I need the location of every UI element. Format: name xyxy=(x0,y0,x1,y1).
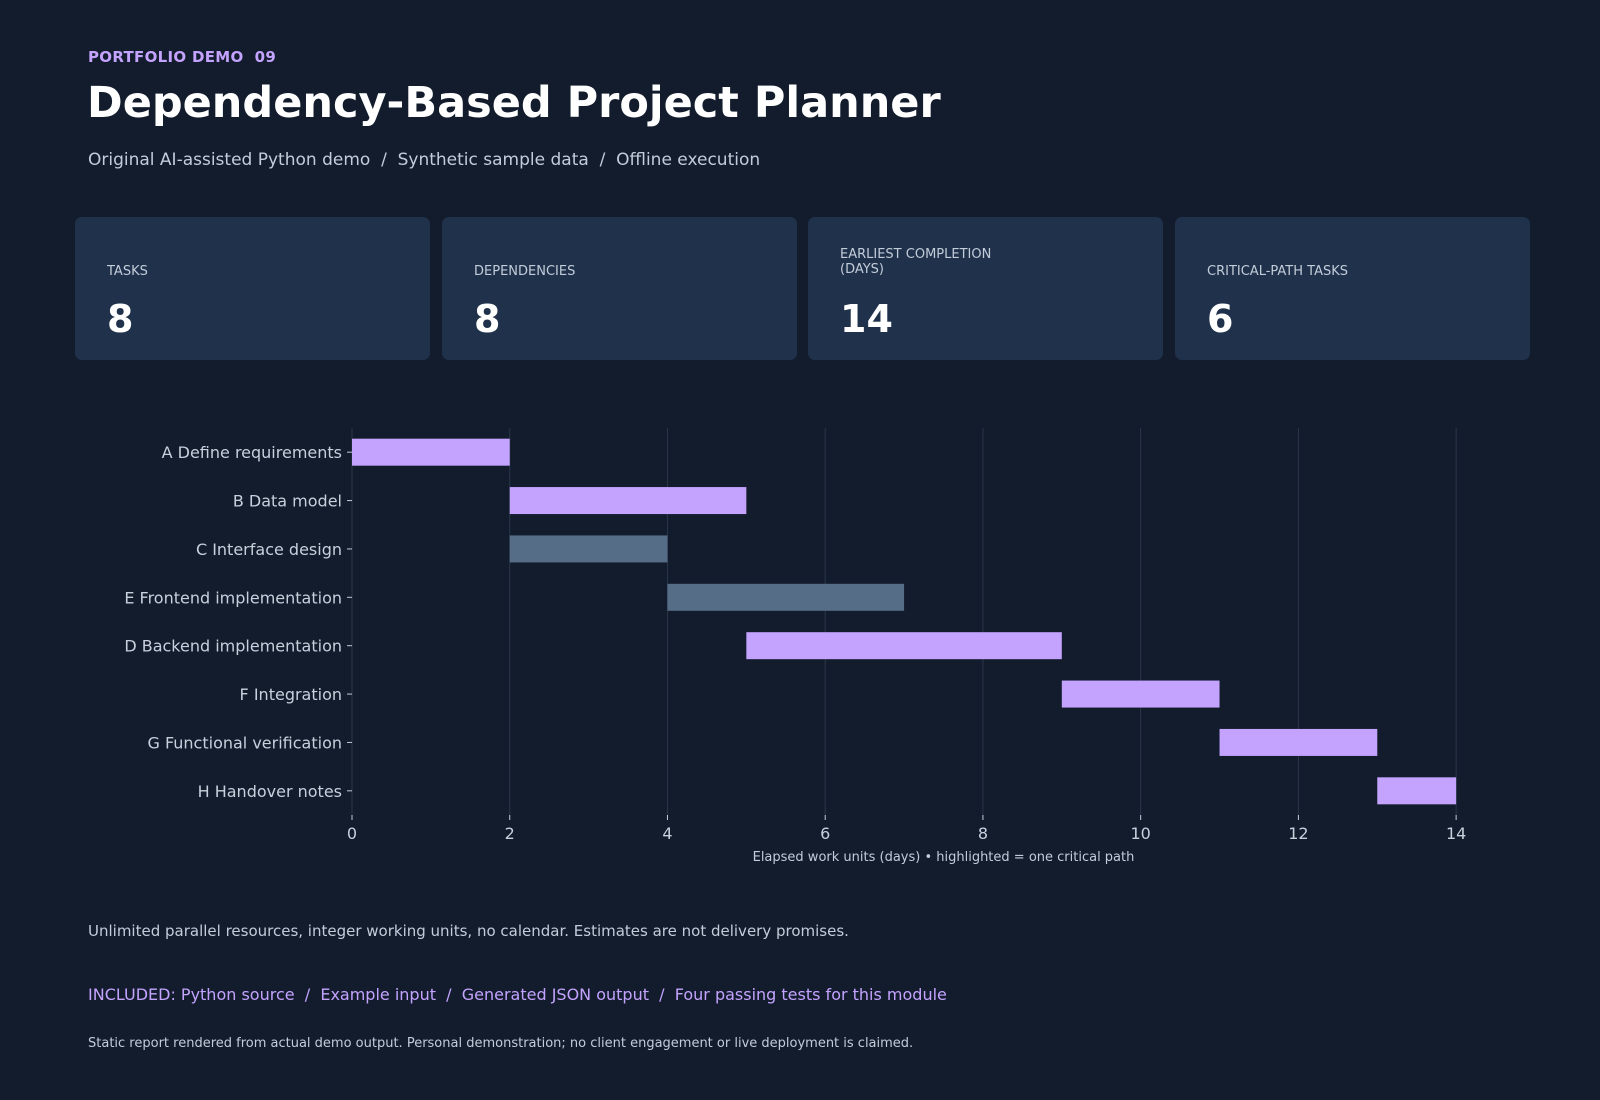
gantt-bar xyxy=(1061,680,1220,708)
gantt-chart: A Define requirements B Data model C Inter… xyxy=(124,428,1466,865)
task-label: B Data model xyxy=(233,492,342,511)
gantt-bar xyxy=(352,438,510,466)
assumptions-note: Unlimited parallel resources, integer wo… xyxy=(88,922,849,940)
stat-card-label: EARLIEST COMPLETION (DAYS) xyxy=(840,247,992,277)
stat-card-critical-path-tasks: CRITICAL-PATH TASKS 6 xyxy=(1175,217,1530,360)
gantt-bar xyxy=(509,535,668,563)
stat-card-dependencies: DEPENDENCIES 8 xyxy=(442,217,797,360)
stat-card-label: DEPENDENCIES xyxy=(474,264,576,279)
stat-card-label: CRITICAL-PATH TASKS xyxy=(1207,264,1348,279)
gantt-bar xyxy=(1377,777,1457,805)
task-label: G Functional verification xyxy=(147,733,342,752)
task-label: C Interface design xyxy=(196,540,342,559)
task-label: D Backend implementation xyxy=(124,637,342,656)
included-list: INCLUDED: Python source / Example input … xyxy=(88,985,947,1004)
stat-card-label: TASKS xyxy=(107,264,148,279)
task-label: H Handover notes xyxy=(198,782,342,801)
portfolio-eyebrow: PORTFOLIO DEMO 09 xyxy=(88,48,277,66)
x-tick-label: 10 xyxy=(1130,824,1150,843)
stat-card-value: 6 xyxy=(1207,297,1234,341)
disclaimer-text: Static report rendered from actual demo … xyxy=(88,1036,914,1051)
task-label: E Frontend implementation xyxy=(124,588,342,607)
page-subtitle: Original AI-assisted Python demo / Synth… xyxy=(88,150,761,170)
task-label: A Define requirements xyxy=(162,443,342,462)
gantt-bar xyxy=(746,632,1062,660)
stat-card-value: 8 xyxy=(474,297,501,341)
x-axis-label: Elapsed work units (days) • highlighted … xyxy=(753,850,1135,865)
x-tick-label: 14 xyxy=(1446,824,1466,843)
task-label: F Integration xyxy=(240,685,342,704)
x-tick-label: 4 xyxy=(662,824,672,843)
x-tick-label: 0 xyxy=(347,824,357,843)
stat-card-value: 14 xyxy=(840,297,893,341)
x-tick-label: 12 xyxy=(1288,824,1308,843)
gantt-bar xyxy=(1219,728,1378,756)
gantt-bar xyxy=(667,583,905,611)
x-tick-label: 8 xyxy=(978,824,988,843)
stat-card-value: 8 xyxy=(107,297,134,341)
gantt-bar xyxy=(509,487,747,515)
page-title: Dependency-Based Project Planner xyxy=(87,78,941,128)
x-tick-label: 6 xyxy=(820,824,830,843)
stat-card-earliest-completion: EARLIEST COMPLETION (DAYS) 14 xyxy=(808,217,1163,360)
x-tick-label: 2 xyxy=(505,824,515,843)
stat-card-tasks: TASKS 8 xyxy=(75,217,430,360)
